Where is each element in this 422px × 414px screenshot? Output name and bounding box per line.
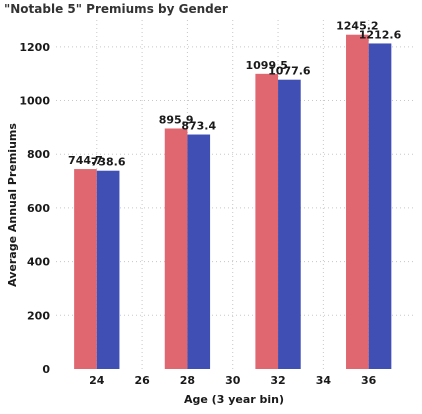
data-label: 1245.2 xyxy=(336,20,378,33)
chart-title: "Notable 5" Premiums by Gender xyxy=(4,2,228,16)
x-tick-label: 30 xyxy=(225,374,241,387)
y-tick-label: 1000 xyxy=(19,95,50,108)
y-tick-label: 200 xyxy=(27,309,50,322)
data-label: 895.9 xyxy=(159,113,194,126)
y-axis-title: Average Annual Premiums xyxy=(6,123,19,287)
bar-series-2 xyxy=(187,134,211,369)
y-tick-label: 600 xyxy=(27,202,50,215)
x-tick-label: 34 xyxy=(316,374,332,387)
bar-series-1 xyxy=(346,34,369,369)
bars-layer xyxy=(74,34,392,370)
bar-series-2 xyxy=(368,43,392,370)
axis-layer: 0 200 400 600 800 1000 1200 24 26 28 30 32 34 36 xyxy=(19,41,376,387)
data-label: 738.6 xyxy=(91,156,126,169)
data-label: 1099.5 xyxy=(245,59,287,72)
y-tick-label: 400 xyxy=(27,256,50,269)
y-tick-label: 0 xyxy=(42,363,50,376)
bar-series-2 xyxy=(96,170,120,369)
x-tick-label: 28 xyxy=(180,374,195,387)
x-tick-label: 32 xyxy=(270,374,285,387)
x-tick-label: 24 xyxy=(89,374,105,387)
x-tick-label: 26 xyxy=(134,374,150,387)
y-tick-label: 1200 xyxy=(19,41,50,54)
bar-series-1 xyxy=(164,128,188,369)
data-label: 744.7 xyxy=(68,154,103,167)
bar-series-1 xyxy=(74,169,97,369)
bar-series-1 xyxy=(255,73,279,369)
data-label: 873.4 xyxy=(181,120,216,133)
x-axis-title: Age (3 year bin) xyxy=(184,393,284,406)
data-label: 1212.6 xyxy=(359,28,402,41)
y-tick-label: 800 xyxy=(27,148,50,161)
bar-series-2 xyxy=(278,79,301,370)
data-label: 1077.6 xyxy=(268,65,311,78)
x-tick-label: 36 xyxy=(361,374,377,387)
